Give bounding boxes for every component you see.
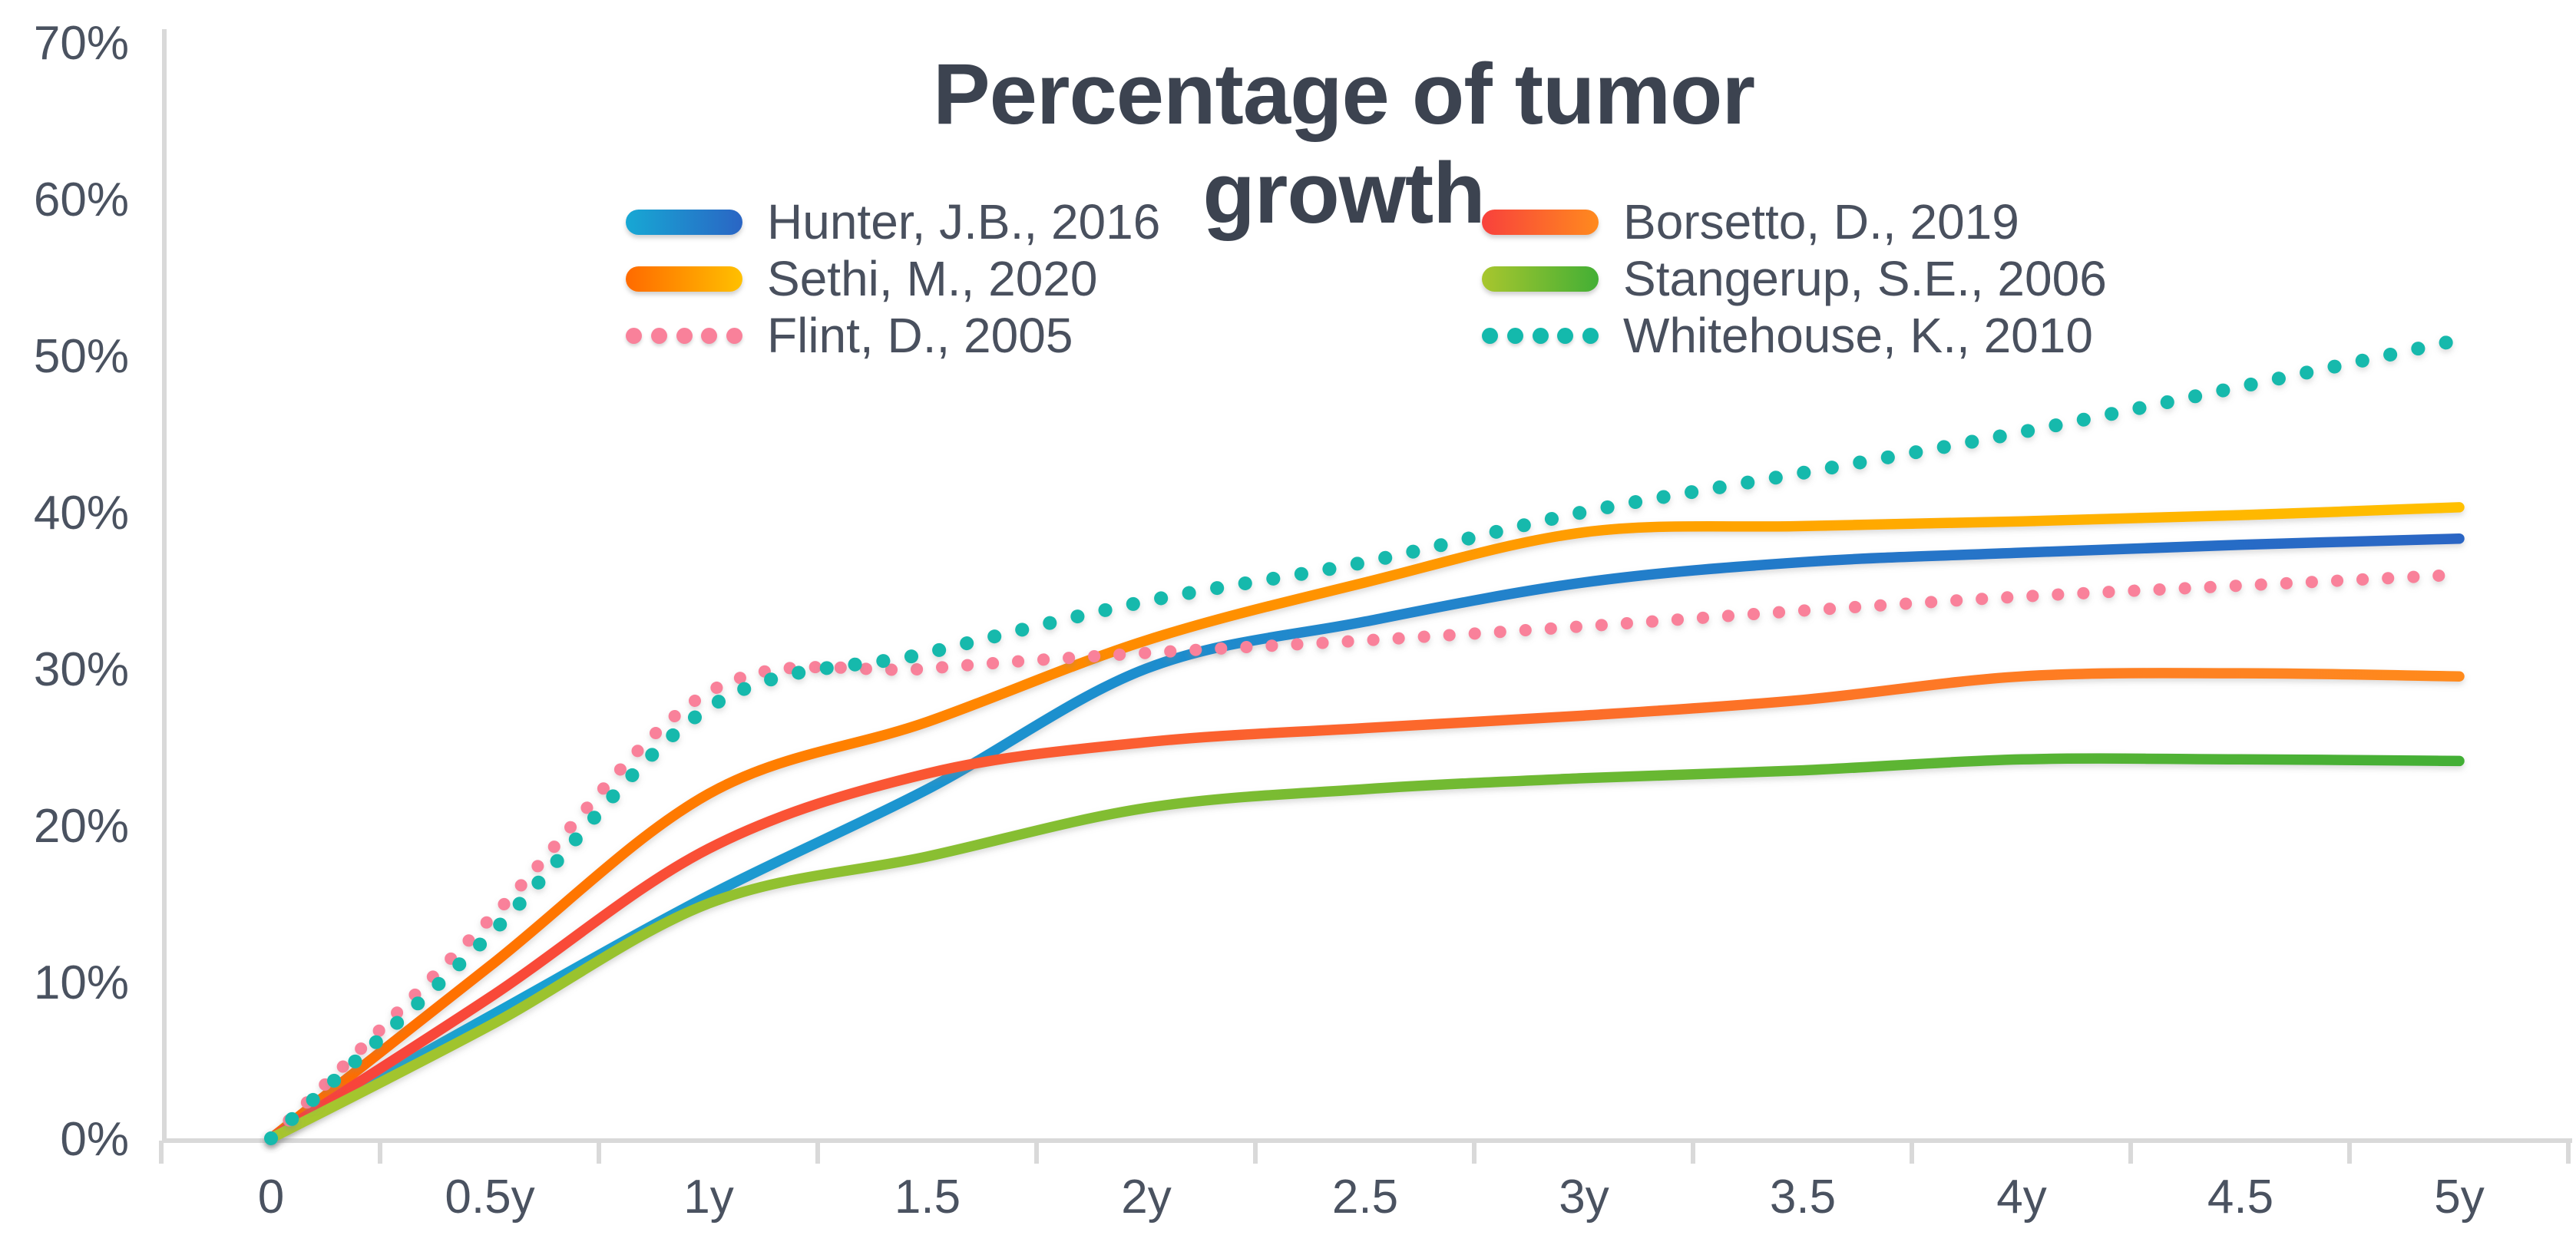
legend-label: Flint, D., 2005: [767, 308, 1073, 363]
legend-label: Stangerup, S.E., 2006: [1623, 251, 2107, 306]
y-tick-label: 30%: [34, 643, 129, 696]
x-tick-label: 0.5y: [445, 1171, 534, 1224]
legend: Hunter, J.B., 2016 Borsetto, D., 2019 Seth…: [626, 193, 2107, 364]
legend-line-swatch-icon: [626, 266, 742, 292]
legend-item: Borsetto, D., 2019: [1482, 193, 2107, 250]
legend-dotted-swatch-icon: [626, 327, 742, 344]
series-line-2: [266, 668, 2465, 1144]
legend-label: Whitehouse, K., 2010: [1623, 308, 2093, 363]
legend-line-swatch-icon: [1482, 209, 1599, 235]
legend-line-swatch-icon: [1482, 266, 1599, 292]
x-tick-label: 3y: [1559, 1171, 1609, 1224]
legend-label: Borsetto, D., 2019: [1623, 194, 2019, 249]
y-tick-label: 40%: [34, 487, 129, 540]
legend-item: Sethi, M., 2020: [626, 250, 1482, 307]
x-tick-label: 3.5: [1770, 1171, 1836, 1224]
legend-label: Sethi, M., 2020: [767, 251, 1098, 306]
y-tick-label: 0%: [60, 1113, 129, 1166]
legend-item: Hunter, J.B., 2016: [626, 193, 1482, 250]
series-line-4: [266, 753, 2465, 1144]
y-tick-label: 20%: [34, 800, 129, 853]
legend-item: Whitehouse, K., 2010: [1482, 307, 2107, 364]
x-tick-label: 2y: [1121, 1171, 1171, 1224]
legend-label: Hunter, J.B., 2016: [767, 194, 1161, 249]
y-tick-label: 50%: [34, 330, 129, 383]
y-tick-label: 70%: [34, 17, 129, 70]
series-line-3: [266, 502, 2465, 1144]
legend-dotted-swatch-icon: [1482, 327, 1599, 344]
x-tick-label: 2.5: [1332, 1171, 1398, 1224]
legend-line-swatch-icon: [626, 209, 742, 235]
x-tick-label: 4.5: [2207, 1171, 2273, 1224]
x-tick-label: 0: [258, 1171, 284, 1224]
x-tick-label: 4y: [1996, 1171, 2046, 1224]
legend-item: Flint, D., 2005: [626, 307, 1482, 364]
x-tick-label: 1.5: [894, 1171, 961, 1224]
y-tick-label: 60%: [34, 173, 129, 226]
series-line-5: [265, 568, 2465, 1144]
y-tick-label: 10%: [34, 956, 129, 1009]
series-line-6: [264, 332, 2466, 1145]
series-line-1: [266, 533, 2465, 1144]
legend-item: Stangerup, S.E., 2006: [1482, 250, 2107, 307]
page-title: Percentage of tumor growth: [932, 46, 1755, 241]
x-tick-label: 5y: [2434, 1171, 2484, 1224]
x-tick-label: 1y: [683, 1171, 733, 1224]
